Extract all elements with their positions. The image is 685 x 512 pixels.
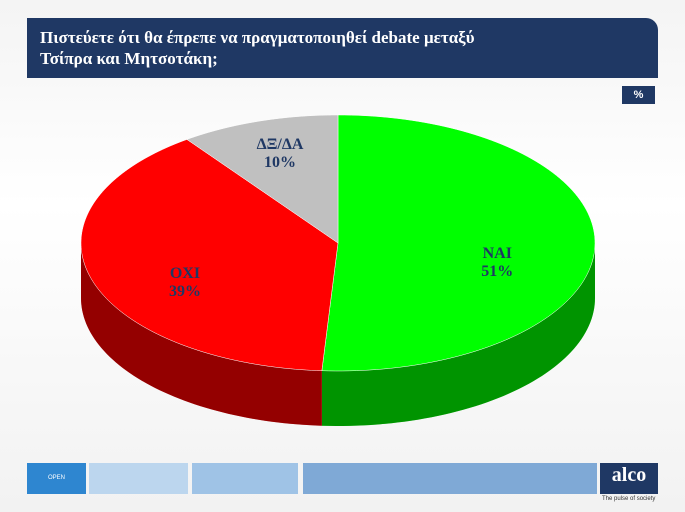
slice-label: ΝΑΙ [483, 245, 512, 262]
slice-value-label: 39% [169, 283, 201, 300]
slice-value-label: 10% [264, 154, 296, 171]
chart-title: Πιστεύετε ότι θα έπρεπε να πραγματοποιηθ… [40, 28, 475, 68]
unit-badge: % [622, 86, 655, 104]
slice-label: ΔΞ/ΔΑ [257, 136, 304, 153]
footer-bar [192, 463, 298, 494]
header: Πιστεύετε ότι θα έπρεπε να πραγματοποιηθ… [27, 18, 658, 78]
pie-side-shade [321, 243, 595, 426]
pie-slice [321, 114, 596, 372]
tagline: The pulse of society [602, 496, 656, 502]
slice-value-label: 51% [481, 263, 513, 280]
slice-label: ΟΧΙ [170, 265, 200, 282]
pie-side [81, 243, 322, 426]
pie-slice [186, 114, 339, 244]
pie-side-shade [81, 243, 322, 426]
footer-bar [89, 463, 188, 494]
pie-side [321, 243, 595, 426]
brand: alco [611, 464, 647, 486]
channel-logo: OPEN [27, 463, 86, 494]
footer-bar [303, 463, 597, 494]
pie-slice [80, 139, 339, 372]
brand-logo: alco [600, 463, 658, 494]
